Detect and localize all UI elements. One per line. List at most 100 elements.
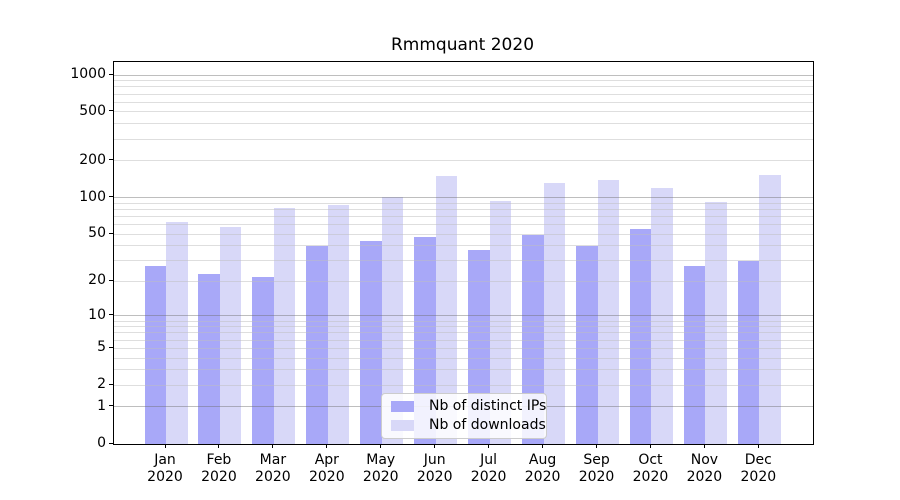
y-tick-label: 20	[88, 272, 106, 289]
minor-gridline	[114, 123, 813, 125]
x-tick-year: 2020	[362, 469, 399, 485]
major-gridline	[114, 74, 813, 76]
x-tick-label: Aug 2020	[513, 452, 573, 486]
chart-title: Rmmquant 2020	[390, 35, 535, 55]
x-tick-label: Dec 2020	[728, 452, 788, 486]
legend: Nb of distinct IPs Nb of downloads	[381, 393, 547, 439]
major-gridline	[114, 315, 813, 317]
x-tick-label: Apr 2020	[297, 452, 357, 486]
x-tick-month: Nov	[690, 452, 719, 468]
bar-distinct-ips	[360, 240, 382, 444]
minor-gridline	[114, 332, 813, 334]
x-tick-month: Sep	[583, 452, 610, 468]
bar-downloads	[327, 204, 350, 444]
y-tick-mark	[109, 196, 113, 197]
x-tick-mark	[757, 444, 759, 448]
minor-gridline	[114, 347, 813, 349]
x-tick-month: Feb	[206, 452, 232, 468]
y-tick-mark	[109, 110, 113, 112]
x-tick-label: Oct 2020	[620, 452, 680, 486]
x-tick-year: 2020	[416, 469, 453, 485]
x-tick-month: Oct	[638, 452, 663, 468]
bar-distinct-ips	[414, 237, 436, 444]
x-tick-label: Jun 2020	[405, 452, 465, 486]
x-tick-month: Jun	[423, 452, 446, 468]
legend-label: Nb of distinct IPs	[429, 398, 547, 414]
bar-downloads	[381, 196, 404, 444]
plot-area: Nb of distinct IPs Nb of downloads	[113, 61, 814, 445]
minor-gridline	[114, 260, 813, 262]
x-tick-year: 2020	[524, 469, 561, 485]
x-tick-label: Sep 2020	[567, 452, 627, 486]
x-tick-label: Feb 2020	[189, 452, 249, 486]
x-tick-mark	[218, 444, 220, 448]
y-tick-mark	[109, 442, 113, 444]
minor-gridline	[114, 160, 813, 162]
minor-gridline	[114, 86, 813, 88]
y-tick-mark	[109, 159, 113, 161]
minor-gridline	[114, 111, 813, 113]
x-tick-year: 2020	[578, 469, 615, 485]
y-tick-label: 500	[79, 102, 106, 119]
y-tick-label: 5	[97, 339, 106, 356]
y-tick-mark	[109, 279, 113, 281]
minor-gridline	[114, 138, 813, 140]
bar-distinct-ips	[629, 229, 652, 444]
y-tick-label: 200	[79, 151, 106, 168]
x-tick-year: 2020	[147, 469, 183, 485]
minor-gridline	[114, 320, 813, 322]
minor-gridline	[114, 369, 813, 371]
x-tick-label: Jan 2020	[135, 452, 195, 486]
bar-distinct-ips	[198, 274, 220, 444]
minor-gridline	[114, 233, 813, 235]
legend-item: Nb of distinct IPs	[391, 398, 546, 415]
legend-color-swatch-icon	[391, 401, 414, 412]
legend-label: Nb of downloads	[429, 417, 546, 433]
x-tick-label: Mar 2020	[243, 452, 303, 486]
x-tick-month: Apr	[314, 452, 339, 468]
y-tick-label: 100	[79, 188, 106, 205]
y-tick-mark	[109, 346, 113, 348]
x-tick-year: 2020	[470, 469, 507, 485]
bar-downloads	[489, 200, 512, 444]
y-tick-label: 1	[97, 397, 106, 414]
bar-downloads	[543, 183, 566, 444]
bar-distinct-ips	[683, 266, 706, 444]
x-tick-mark	[542, 444, 544, 448]
y-tick-mark	[109, 383, 113, 385]
minor-gridline	[114, 245, 813, 247]
x-tick-mark	[488, 444, 490, 448]
bar-downloads	[759, 174, 781, 444]
x-tick-month: Mar	[259, 452, 287, 468]
legend-color-swatch-icon	[391, 420, 414, 431]
x-tick-mark	[380, 444, 382, 448]
minor-gridline	[114, 339, 813, 341]
minor-gridline	[114, 93, 813, 95]
minor-gridline	[114, 357, 813, 359]
bar-distinct-ips	[576, 245, 598, 444]
major-gridline	[114, 197, 813, 198]
minor-gridline	[114, 326, 813, 328]
x-tick-month: May	[366, 452, 396, 468]
x-tick-month: Aug	[528, 452, 557, 468]
minor-gridline	[114, 384, 813, 386]
minor-gridline	[114, 215, 813, 217]
x-tick-year: 2020	[201, 469, 237, 485]
x-tick-mark	[434, 444, 436, 448]
x-tick-month: Jul	[480, 452, 498, 468]
x-tick-label: Jul 2020	[459, 452, 519, 486]
x-tick-month: Jan	[154, 452, 176, 468]
x-tick-year: 2020	[308, 469, 345, 485]
grid-layer	[114, 62, 813, 444]
y-tick-mark	[109, 314, 113, 316]
x-tick-label: May 2020	[351, 452, 411, 486]
bar-distinct-ips	[306, 245, 328, 444]
x-tick-month: Dec	[744, 452, 772, 468]
bar-downloads	[705, 201, 727, 444]
bar-downloads	[651, 188, 673, 444]
x-tick-year: 2020	[740, 469, 777, 485]
bar-distinct-ips	[144, 266, 166, 444]
minor-gridline	[114, 80, 813, 82]
legend-item: Nb of downloads	[391, 417, 546, 434]
